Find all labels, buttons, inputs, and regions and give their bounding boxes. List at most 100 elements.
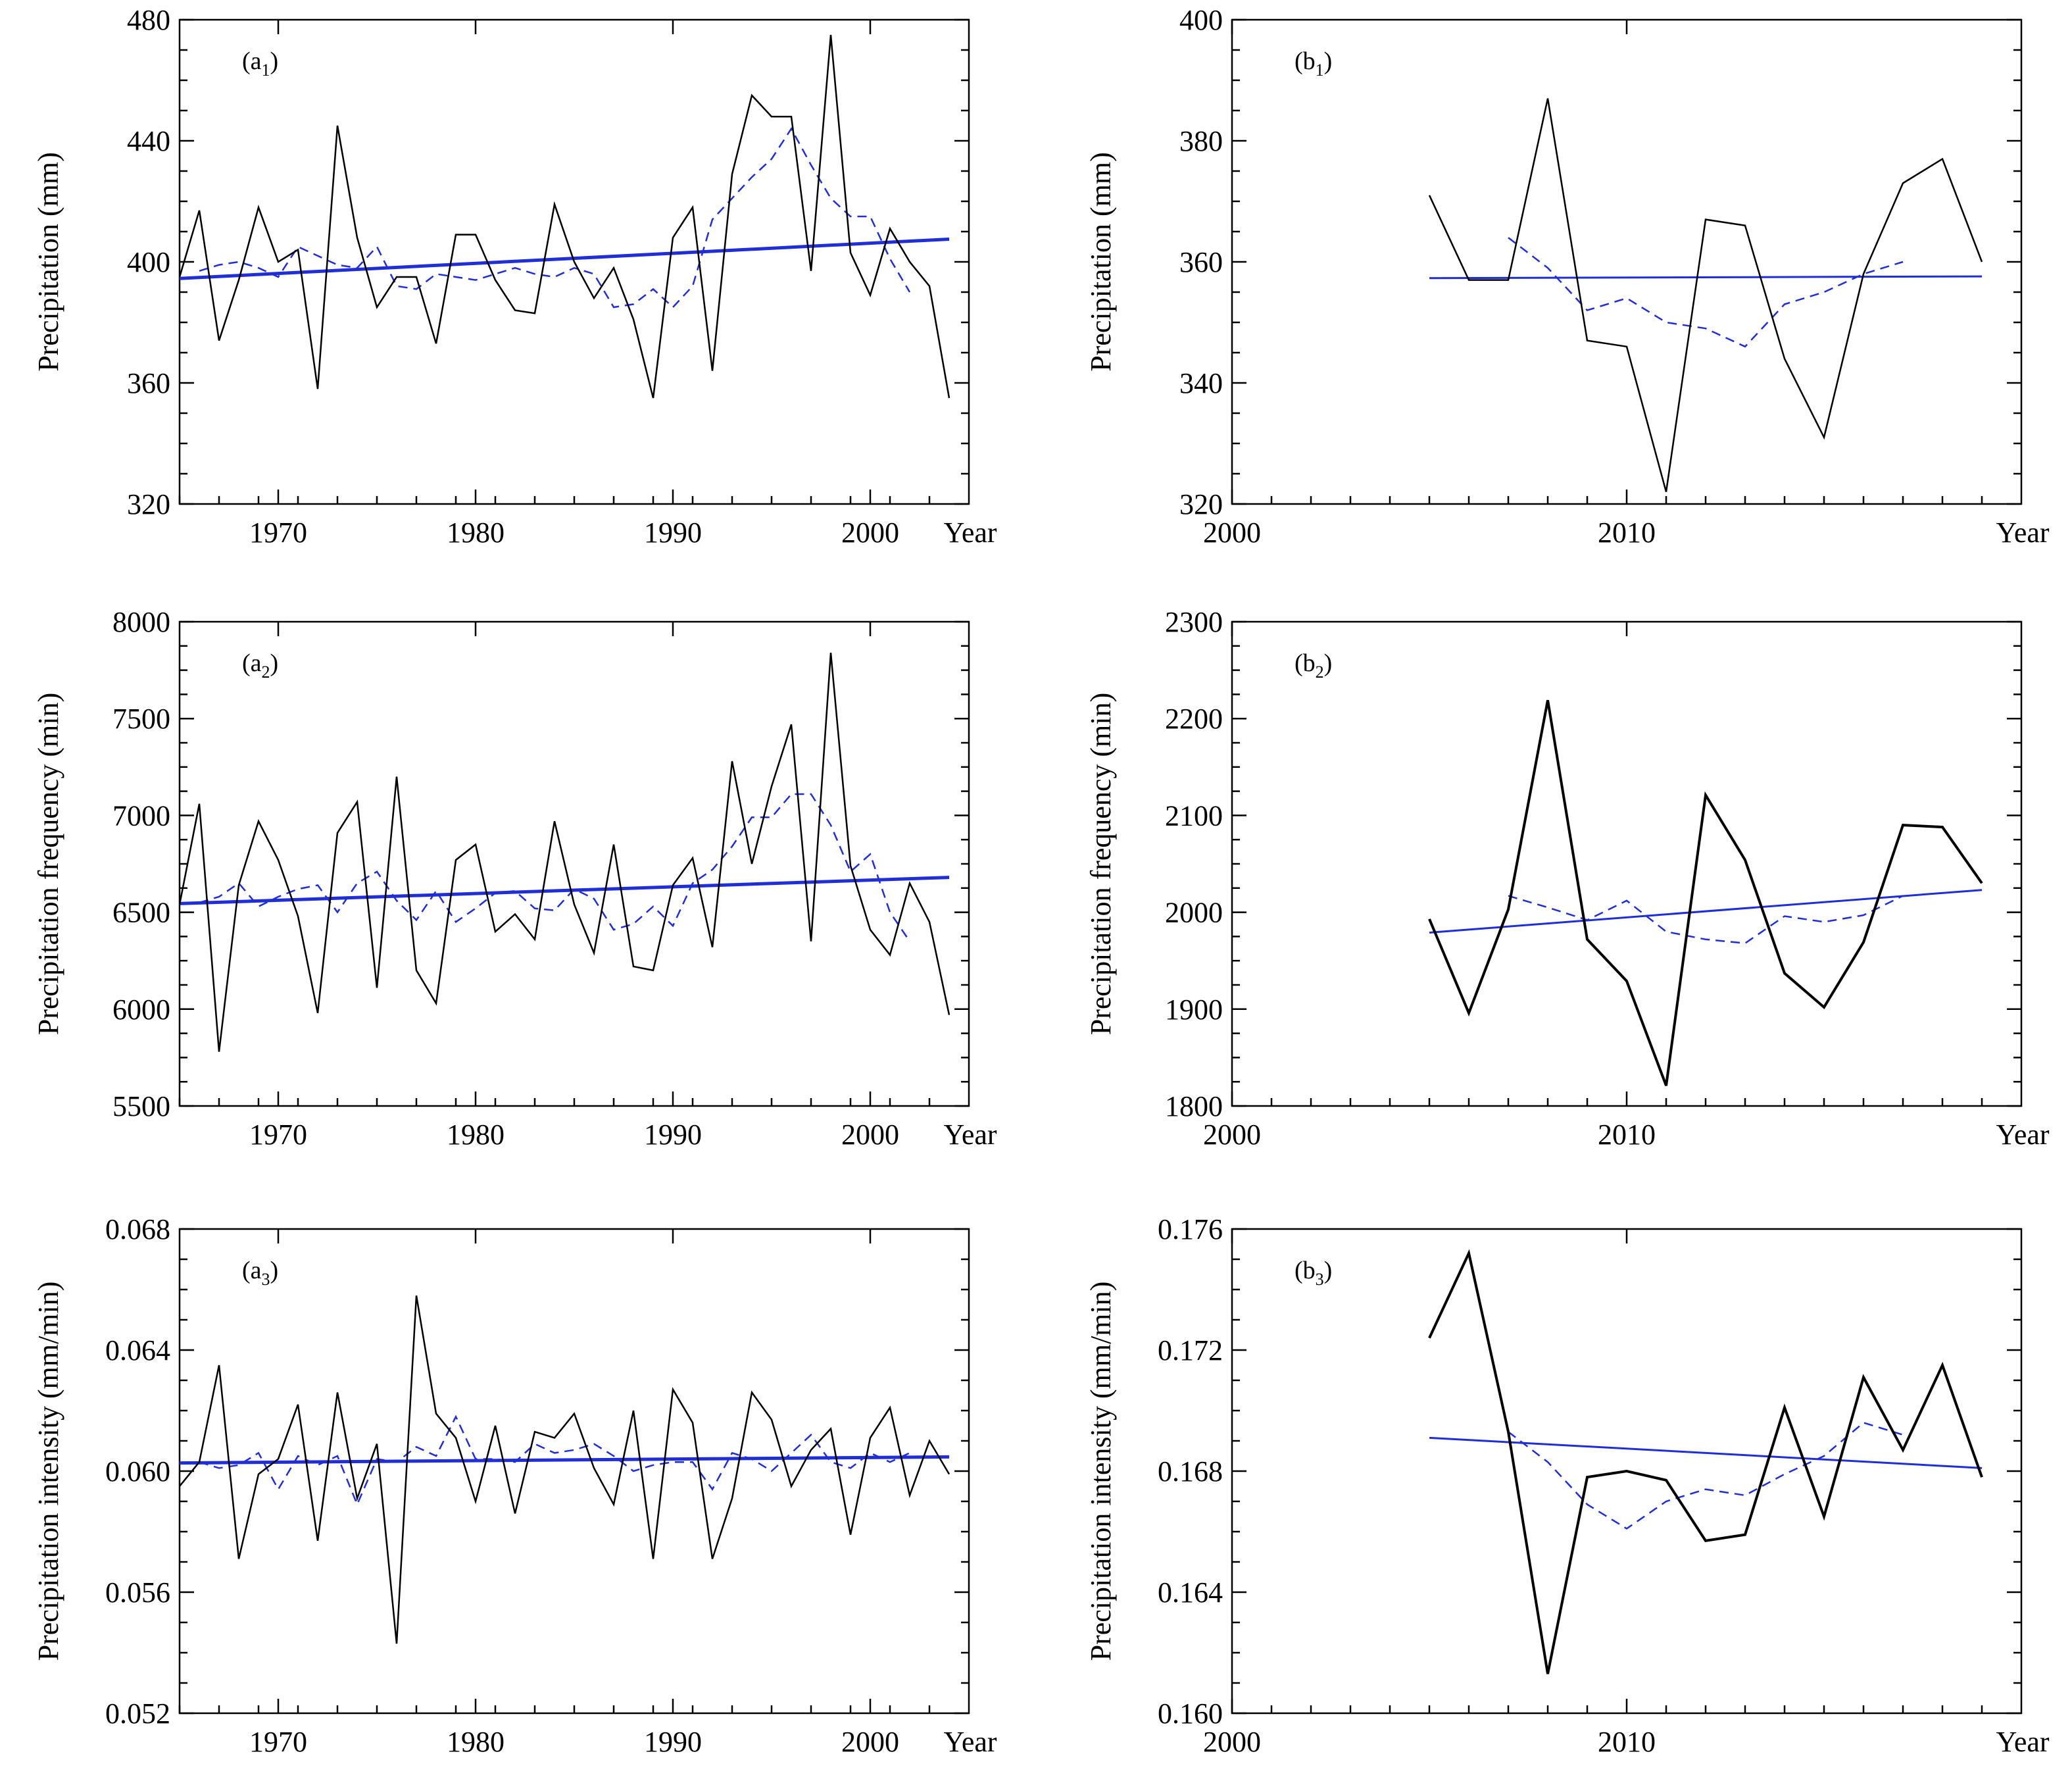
trend-line bbox=[180, 876, 950, 905]
panel-label-subscript: 3 bbox=[262, 1270, 270, 1289]
y-tick-label: 6500 bbox=[112, 897, 170, 929]
chart-panel-a3: 0.052 0.056 0.060 0.064 0.068 1970 1980 1990 200… bbox=[32, 1213, 997, 1758]
panel-label-letter: a bbox=[251, 47, 262, 75]
plot-frame bbox=[178, 1228, 970, 1715]
panel-label-subscript: 1 bbox=[1316, 61, 1324, 80]
x-tick-label: 1970 bbox=[249, 1726, 307, 1758]
moving-average-line bbox=[1508, 1422, 1904, 1530]
y-tick-label: 400 bbox=[127, 246, 170, 278]
x-axis-label: Year bbox=[1996, 516, 2049, 549]
x-tick-label: 2010 bbox=[1598, 1118, 1656, 1151]
x-tick-label: 2000 bbox=[1203, 1726, 1261, 1758]
y-tick-label: 0.068 bbox=[105, 1213, 170, 1245]
x-axis-label: Year bbox=[1996, 1726, 2049, 1758]
x-tick-label: 2010 bbox=[1598, 1726, 1656, 1758]
moving-average-line bbox=[1508, 237, 1904, 348]
x-tick-label: 2010 bbox=[1598, 516, 1656, 549]
panel-label: (a2) bbox=[242, 649, 278, 682]
y-tick-label: 380 bbox=[1179, 125, 1223, 157]
y-tick-label: 1900 bbox=[1165, 993, 1223, 1026]
y-tick-label: 320 bbox=[127, 488, 170, 520]
x-tick-label: 1980 bbox=[447, 1726, 505, 1758]
x-tick-label: 1990 bbox=[644, 1118, 702, 1151]
y-tick-label: 7000 bbox=[112, 799, 170, 832]
panel-label-close: ) bbox=[270, 47, 279, 75]
y-tick-label: 2000 bbox=[1165, 897, 1223, 929]
panel-label-subscript: 1 bbox=[262, 61, 270, 80]
panel-label-close: ) bbox=[1324, 1257, 1333, 1284]
x-tick-label: 1980 bbox=[447, 516, 505, 549]
y-axis-label: Precipitation (mm) bbox=[1085, 152, 1117, 372]
panel-label-subscript: 2 bbox=[262, 663, 270, 682]
x-tick-label: 2000 bbox=[841, 1118, 899, 1151]
panel-label-close: ) bbox=[270, 1257, 279, 1284]
y-tick-label: 360 bbox=[1179, 246, 1223, 278]
x-tick-label: 2000 bbox=[841, 516, 899, 549]
x-tick-label: 1990 bbox=[644, 1726, 702, 1758]
y-tick-label: 2200 bbox=[1165, 703, 1223, 735]
y-tick-label: 0.172 bbox=[1158, 1334, 1223, 1367]
y-tick-label: 0.164 bbox=[1158, 1576, 1223, 1609]
panel-label-open: ( bbox=[242, 1257, 251, 1284]
y-tick-label: 440 bbox=[127, 125, 170, 157]
trend-line bbox=[180, 1455, 950, 1465]
y-tick-label: 0.052 bbox=[105, 1697, 170, 1730]
y-tick-label: 320 bbox=[1179, 488, 1223, 520]
series-group bbox=[1428, 699, 1983, 1086]
x-tick-label: 2000 bbox=[841, 1726, 899, 1758]
y-tick-label: 0.168 bbox=[1158, 1455, 1223, 1488]
panel-label: (a3) bbox=[242, 1257, 278, 1289]
observed-line bbox=[180, 652, 950, 1052]
observed-line bbox=[1428, 1249, 1983, 1674]
x-tick-label: 2000 bbox=[1203, 1118, 1261, 1151]
panel-label-open: ( bbox=[1295, 47, 1303, 75]
series-group bbox=[1428, 1249, 1983, 1674]
series-group bbox=[180, 1295, 950, 1644]
y-tick-label: 8000 bbox=[112, 606, 170, 638]
x-tick-label: 2000 bbox=[1203, 516, 1261, 549]
panel-label-letter: a bbox=[251, 649, 262, 677]
y-tick-label: 360 bbox=[127, 367, 170, 399]
plot-frame bbox=[1231, 620, 2023, 1107]
series-group bbox=[1428, 98, 1983, 492]
observed-line bbox=[1428, 98, 1983, 492]
y-tick-label: 2100 bbox=[1165, 799, 1223, 832]
x-tick-label: 1980 bbox=[447, 1118, 505, 1151]
panel-label: (b3) bbox=[1295, 1257, 1332, 1289]
x-tick-label: 1970 bbox=[249, 516, 307, 549]
chart-panel-b2: 1800 1900 2000 2100 2200 2300 2000 2010 Year Prec… bbox=[1085, 606, 2050, 1151]
moving-average-line bbox=[199, 127, 911, 309]
panel-label-subscript: 2 bbox=[1316, 663, 1324, 682]
series-group bbox=[180, 34, 950, 399]
panel-label-close: ) bbox=[1324, 649, 1333, 677]
chart-panel-a1: 320 360 400 440 480 1970 1980 1990 2000 Year Preci… bbox=[32, 4, 997, 549]
panel-label-open: ( bbox=[1295, 649, 1303, 677]
panel-label-letter: a bbox=[251, 1257, 262, 1284]
panel-label-subscript: 3 bbox=[1316, 1270, 1324, 1289]
y-tick-label: 340 bbox=[1179, 367, 1223, 399]
chart-panel-b3: 0.160 0.164 0.168 0.172 0.176 2000 2010 Year Pre… bbox=[1085, 1213, 2050, 1758]
panel-label: (b1) bbox=[1295, 47, 1332, 80]
y-tick-label: 7500 bbox=[112, 703, 170, 735]
x-tick-label: 1990 bbox=[644, 516, 702, 549]
moving-average-line bbox=[199, 793, 911, 942]
x-tick-label: 1970 bbox=[249, 1118, 307, 1151]
observed-line bbox=[180, 34, 950, 399]
observed-line bbox=[1428, 699, 1983, 1086]
panel-label-close: ) bbox=[270, 649, 279, 677]
x-axis-label: Year bbox=[1996, 1118, 2049, 1151]
x-axis-label: Year bbox=[943, 1118, 997, 1151]
observed-line bbox=[180, 1295, 950, 1644]
y-tick-label: 5500 bbox=[112, 1090, 170, 1122]
y-axis-label: Precipitation intensity (mm/min) bbox=[32, 1282, 64, 1661]
panel-label-close: ) bbox=[1324, 47, 1333, 75]
trend-line bbox=[180, 238, 950, 280]
y-tick-label: 480 bbox=[127, 4, 170, 36]
y-tick-label: 400 bbox=[1179, 4, 1223, 36]
y-axis-label: Precipitation frequency (min) bbox=[1085, 693, 1117, 1035]
chart-panel-a2: 5500 6000 6500 7000 7500 8000 1970 1980 1990 2000… bbox=[32, 606, 997, 1151]
y-tick-label: 0.056 bbox=[105, 1576, 170, 1609]
panel-label: (a1) bbox=[242, 47, 278, 80]
panel-label-open: ( bbox=[242, 649, 251, 677]
